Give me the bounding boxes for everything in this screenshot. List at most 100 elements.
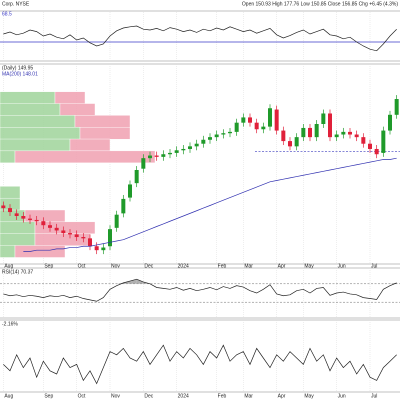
volume-down-bar: [14, 150, 156, 164]
candle-body: [148, 155, 152, 159]
panel-frame: [0, 10, 400, 62]
candle-body: [261, 126, 266, 130]
candle-body: [161, 154, 166, 157]
candle-body: [314, 124, 319, 138]
candle-body: [281, 130, 286, 142]
candle-body: [1, 205, 6, 209]
x-tick-label: Jul: [371, 393, 377, 399]
x-tick-label: May: [304, 393, 314, 399]
x-tick-label: Mar: [244, 263, 253, 269]
x-tick-label: Nov: [111, 263, 120, 269]
volume-down-bar: [14, 245, 66, 258]
candle-body: [308, 127, 312, 138]
volume-up-bar: [0, 103, 61, 116]
candle-body: [341, 131, 346, 135]
candle-body: [374, 148, 379, 155]
line: [3, 25, 397, 52]
ohlc-summary: Open 150.93 High 177.76 Low 150.85 Close…: [242, 1, 398, 7]
x-tick-label: Mar: [244, 393, 253, 399]
candle-body: [168, 152, 172, 155]
volume-up-bar: [0, 126, 81, 140]
volume-up-bar: [0, 209, 26, 223]
candle-body: [101, 247, 106, 251]
volume-down-bar: [34, 233, 91, 246]
candle-body: [214, 134, 219, 138]
candle-body: [194, 143, 199, 147]
candle-body: [88, 238, 92, 247]
candle-body: [254, 122, 259, 130]
line: [3, 278, 397, 302]
x-tick-label: Jul: [371, 263, 377, 269]
volume-up-bar: [0, 233, 36, 246]
candle-body: [201, 139, 206, 144]
candle-body: [21, 216, 26, 219]
x-tick-label: Aug: [4, 393, 13, 399]
volume-down-bar: [74, 115, 131, 128]
x-tick-label: Oct: [78, 263, 86, 269]
x-tick-label: Apr: [278, 393, 286, 399]
legend-entry: MA(200) 148.01: [2, 71, 38, 77]
panel-label: RSI(14) 70.37: [2, 269, 33, 275]
candle-body: [274, 109, 279, 131]
overbought-fill: [136, 279, 144, 284]
candle-body: [361, 137, 366, 144]
panel-frame: [0, 319, 400, 393]
candle-body: [14, 213, 19, 216]
chart-title: Corp. NYSE: [2, 1, 30, 7]
candle-body: [41, 221, 46, 226]
x-tick-label: Nov: [111, 393, 120, 399]
x-tick-label: Apr: [278, 263, 286, 269]
candle-body: [134, 170, 139, 184]
candle-body: [81, 237, 86, 239]
candle-body: [61, 230, 66, 234]
x-tick-label: 2024: [178, 393, 189, 399]
x-tick-label: Feb: [218, 263, 227, 269]
candle-body: [234, 122, 239, 132]
candle-body: [368, 143, 372, 149]
candle-body: [94, 246, 99, 251]
x-tick-label: Jun: [338, 393, 346, 399]
candle-body: [121, 198, 126, 214]
volume-down-bar: [24, 209, 66, 223]
candle-body: [348, 131, 352, 135]
candle-body: [394, 99, 399, 115]
candle-body: [68, 233, 72, 235]
x-tick-label: Sep: [44, 263, 53, 269]
panel-label: -2.16%: [2, 321, 18, 327]
volume-up-bar: [0, 186, 21, 199]
candle-body: [114, 214, 119, 228]
volume-up-bar: [0, 245, 16, 258]
x-tick-label: Dec: [144, 393, 153, 399]
x-tick-label: May: [304, 263, 314, 269]
volume-down-bar: [79, 126, 131, 140]
candle-body: [354, 134, 359, 138]
candle-body: [248, 117, 252, 123]
volume-up-bar: [0, 91, 56, 104]
candle-body: [174, 150, 179, 153]
panel-frame: [0, 63, 400, 265]
volume-up-bar: [0, 138, 71, 152]
candle-body: [181, 148, 186, 151]
candle-body: [288, 141, 292, 147]
volume-down-bar: [59, 103, 96, 116]
candle-body: [34, 219, 39, 222]
overbought-fill: [130, 279, 137, 284]
x-tick-label: Aug: [4, 263, 13, 269]
panel-label: (Daily) 149.95: [2, 65, 33, 71]
candle-body: [221, 133, 226, 135]
x-tick-label: Oct: [78, 393, 86, 399]
candle-body: [321, 113, 326, 124]
candle-body: [48, 225, 52, 228]
candle-body: [154, 155, 159, 157]
candle-body: [388, 114, 392, 131]
panel-label: 68.5: [2, 11, 12, 17]
volume-up-bar: [0, 115, 76, 128]
candle-body: [54, 227, 59, 231]
candle-body: [381, 130, 386, 153]
candle-body: [328, 113, 332, 138]
candle-body: [268, 108, 272, 127]
x-tick-label: Jun: [338, 263, 346, 269]
candle-body: [108, 229, 112, 247]
